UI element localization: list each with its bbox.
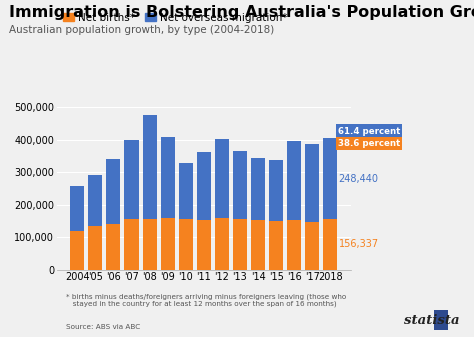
- Text: Australian population growth, by type (2004-2018): Australian population growth, by type (2…: [9, 25, 275, 35]
- Bar: [161, 218, 175, 270]
- Bar: [88, 226, 102, 270]
- Bar: [251, 220, 265, 270]
- Text: 61.4 percent: 61.4 percent: [338, 127, 401, 136]
- Text: 248,440: 248,440: [338, 174, 378, 184]
- Text: * births minus deaths/foreigners arriving minus foreigners leaving (those who
  : * births minus deaths/foreigners arrivin…: [66, 293, 346, 307]
- Bar: [70, 186, 84, 231]
- Bar: [233, 151, 247, 219]
- Bar: [161, 137, 175, 218]
- Bar: [106, 159, 120, 224]
- Bar: [197, 220, 211, 270]
- Bar: [197, 152, 211, 220]
- Bar: [269, 221, 283, 270]
- Bar: [179, 162, 193, 219]
- Bar: [125, 140, 138, 219]
- Bar: [323, 219, 337, 270]
- Bar: [269, 160, 283, 221]
- Bar: [143, 219, 156, 270]
- Bar: [143, 116, 156, 219]
- Bar: [88, 176, 102, 226]
- Text: statista: statista: [404, 314, 460, 327]
- Bar: [125, 219, 138, 270]
- Bar: [179, 219, 193, 270]
- Bar: [70, 231, 84, 270]
- Legend: Net births*, Net overseas migration*: Net births*, Net overseas migration*: [59, 8, 292, 27]
- Bar: [323, 138, 337, 219]
- Bar: [215, 218, 229, 270]
- Bar: [215, 139, 229, 218]
- Bar: [287, 141, 301, 220]
- Bar: [287, 220, 301, 270]
- Text: Source: ABS via ABC: Source: ABS via ABC: [66, 324, 141, 330]
- Bar: [251, 158, 265, 220]
- Text: 38.6 percent: 38.6 percent: [338, 139, 400, 148]
- Bar: [106, 224, 120, 270]
- Text: Immigration is Bolstering Australia's Population Growth: Immigration is Bolstering Australia's Po…: [9, 5, 474, 20]
- Bar: [305, 221, 319, 270]
- Bar: [305, 144, 319, 221]
- Text: 156,337: 156,337: [338, 239, 379, 249]
- Bar: [233, 219, 247, 270]
